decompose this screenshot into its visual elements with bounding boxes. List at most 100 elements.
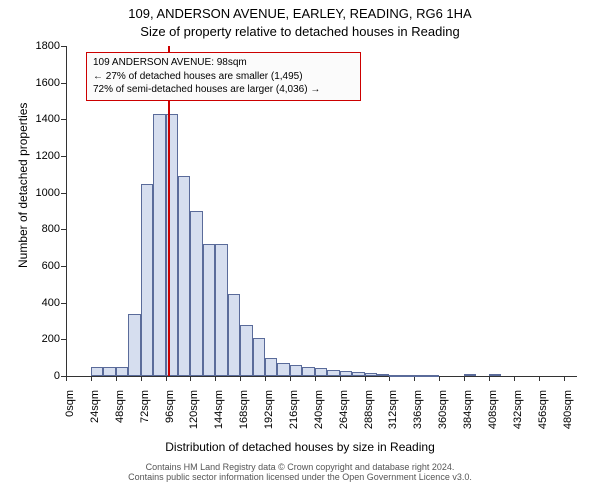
histogram-bar — [290, 365, 302, 376]
histogram-bar — [128, 314, 140, 376]
histogram-bar — [427, 375, 439, 377]
histogram-bar — [489, 374, 501, 376]
histogram-bar — [190, 211, 202, 376]
y-tick-label: 1400 — [26, 113, 60, 125]
y-tick-mark — [61, 303, 66, 304]
x-tick-label: 480sqm — [562, 390, 574, 440]
x-tick-label: 360sqm — [437, 390, 449, 440]
annotation-line: ← 27% of detached houses are smaller (1,… — [93, 70, 354, 84]
histogram-bar — [340, 371, 352, 376]
histogram-bar — [178, 176, 190, 376]
x-tick-mark — [215, 376, 216, 381]
histogram-bar — [203, 244, 215, 376]
x-tick-mark — [315, 376, 316, 381]
y-tick-label: 400 — [26, 297, 60, 309]
x-tick-mark — [141, 376, 142, 381]
x-tick-label: 0sqm — [64, 390, 76, 440]
x-tick-mark — [464, 376, 465, 381]
x-tick-label: 336sqm — [412, 390, 424, 440]
annotation-line: 109 ANDERSON AVENUE: 98sqm — [93, 56, 354, 70]
y-tick-label: 0 — [26, 370, 60, 382]
y-tick-mark — [61, 229, 66, 230]
y-tick-mark — [61, 156, 66, 157]
x-tick-mark — [439, 376, 440, 381]
annotation-line: 72% of semi-detached houses are larger (… — [93, 83, 354, 97]
x-tick-mark — [514, 376, 515, 381]
chart-subtitle: Size of property relative to detached ho… — [0, 24, 600, 39]
y-tick-mark — [61, 119, 66, 120]
histogram-bar — [414, 375, 426, 377]
y-tick-label: 1600 — [26, 77, 60, 89]
x-tick-label: 216sqm — [288, 390, 300, 440]
histogram-bar — [253, 338, 265, 377]
x-tick-label: 144sqm — [213, 390, 225, 440]
x-tick-label: 120sqm — [188, 390, 200, 440]
x-tick-label: 384sqm — [462, 390, 474, 440]
y-tick-mark — [61, 46, 66, 47]
y-tick-mark — [61, 339, 66, 340]
annotation-box: 109 ANDERSON AVENUE: 98sqm← 27% of detac… — [86, 52, 361, 101]
y-tick-mark — [61, 193, 66, 194]
histogram-bar — [91, 367, 103, 376]
y-axis-label: Number of detached properties — [16, 103, 30, 268]
histogram-bar — [153, 114, 165, 376]
x-tick-mark — [539, 376, 540, 381]
histogram-bar — [302, 367, 314, 376]
x-tick-label: 48sqm — [114, 390, 126, 440]
x-tick-mark — [190, 376, 191, 381]
histogram-bar — [389, 375, 401, 377]
y-tick-label: 600 — [26, 260, 60, 272]
y-tick-label: 800 — [26, 223, 60, 235]
x-tick-mark — [340, 376, 341, 381]
x-tick-label: 72sqm — [139, 390, 151, 440]
x-tick-label: 24sqm — [89, 390, 101, 440]
x-tick-mark — [389, 376, 390, 381]
x-tick-mark — [240, 376, 241, 381]
x-tick-mark — [116, 376, 117, 381]
y-tick-label: 200 — [26, 333, 60, 345]
histogram-bar — [315, 368, 327, 376]
y-tick-label: 1000 — [26, 187, 60, 199]
x-tick-label: 240sqm — [313, 390, 325, 440]
histogram-bar — [402, 375, 414, 377]
x-tick-mark — [66, 376, 67, 381]
x-tick-label: 168sqm — [238, 390, 250, 440]
x-tick-mark — [365, 376, 366, 381]
chart-title: 109, ANDERSON AVENUE, EARLEY, READING, R… — [0, 6, 600, 21]
histogram-bar — [103, 367, 115, 376]
footer-line-1: Contains HM Land Registry data © Crown c… — [5, 462, 595, 472]
x-tick-label: 408sqm — [487, 390, 499, 440]
histogram-bar — [141, 184, 153, 377]
x-tick-label: 312sqm — [387, 390, 399, 440]
x-tick-label: 264sqm — [338, 390, 350, 440]
histogram-bar — [265, 358, 277, 376]
x-tick-label: 96sqm — [164, 390, 176, 440]
histogram-bar — [377, 374, 389, 376]
y-tick-label: 1200 — [26, 150, 60, 162]
histogram-bar — [116, 367, 128, 376]
footer-line-2: Contains public sector information licen… — [5, 472, 595, 482]
y-tick-mark — [61, 266, 66, 267]
x-tick-mark — [265, 376, 266, 381]
histogram-bar — [228, 294, 240, 377]
x-tick-label: 288sqm — [363, 390, 375, 440]
y-tick-label: 1800 — [26, 40, 60, 52]
x-tick-mark — [564, 376, 565, 381]
x-tick-label: 456sqm — [537, 390, 549, 440]
chart-container: 109, ANDERSON AVENUE, EARLEY, READING, R… — [0, 0, 600, 500]
x-tick-mark — [489, 376, 490, 381]
x-tick-label: 432sqm — [512, 390, 524, 440]
histogram-bar — [352, 372, 364, 376]
x-tick-mark — [166, 376, 167, 381]
x-tick-mark — [290, 376, 291, 381]
histogram-bar — [464, 374, 476, 376]
x-tick-mark — [91, 376, 92, 381]
footer-attribution: Contains HM Land Registry data © Crown c… — [5, 462, 595, 482]
y-tick-mark — [61, 83, 66, 84]
histogram-bar — [215, 244, 227, 376]
histogram-bar — [240, 325, 252, 376]
x-tick-label: 192sqm — [263, 390, 275, 440]
x-axis-label: Distribution of detached houses by size … — [0, 440, 600, 454]
histogram-bar — [327, 370, 339, 376]
histogram-bar — [365, 373, 377, 376]
